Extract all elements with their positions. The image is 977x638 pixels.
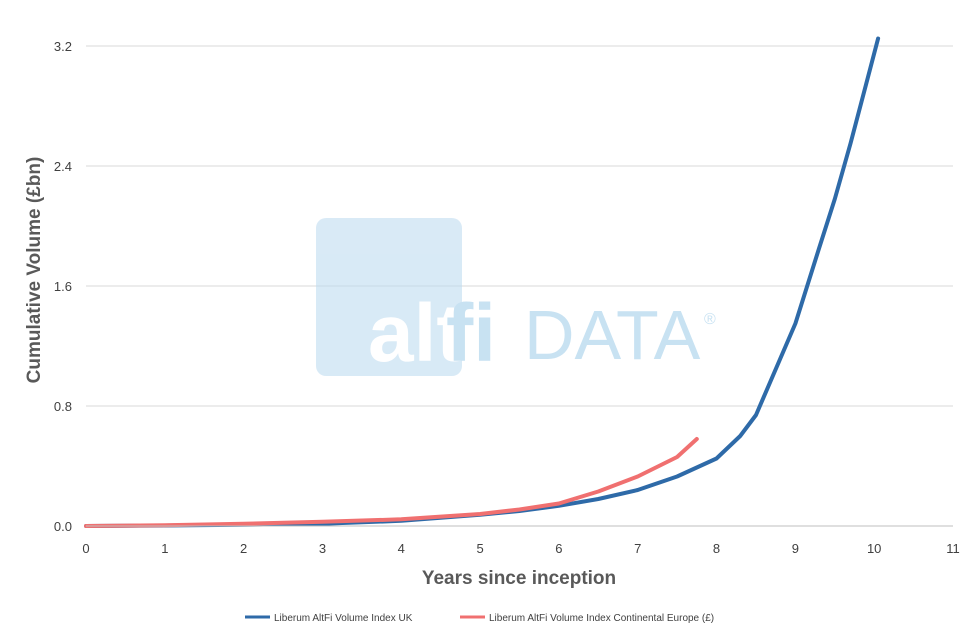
y-tick-label: 0.0 — [54, 519, 72, 534]
x-tick-label: 8 — [713, 541, 720, 556]
x-tick-label: 11 — [946, 541, 960, 556]
y-tick-label: 1.6 — [54, 279, 72, 294]
y-tick-label: 2.4 — [54, 159, 72, 174]
x-tick-label: 5 — [476, 541, 483, 556]
series-lines — [84, 36, 881, 528]
x-tick-label: 4 — [398, 541, 405, 556]
x-axis-title: Years since inception — [422, 568, 616, 589]
legend-label-europe: Liberum AltFi Volume Index Continental E… — [489, 613, 714, 624]
watermark-brand-2: fi — [446, 288, 496, 379]
series-line-0 — [84, 36, 881, 528]
x-tick-label: 7 — [634, 541, 641, 556]
x-tick-labels: 0 1 2 3 4 5 6 7 8 9 10 11 — [82, 541, 959, 556]
y-tick-label: 3.2 — [54, 39, 72, 54]
x-tick-label: 3 — [319, 541, 326, 556]
y-axis-title: Cumulative Volume (£bn) — [24, 157, 45, 384]
x-tick-label: 2 — [240, 541, 247, 556]
legend-label-uk: Liberum AltFi Volume Index UK — [274, 613, 413, 624]
y-tick-label: 0.8 — [54, 399, 72, 414]
x-tick-label: 0 — [82, 541, 89, 556]
legend: Liberum AltFi Volume Index UK Liberum Al… — [245, 613, 714, 624]
y-tick-labels: 0.0 0.8 1.6 2.4 3.2 — [54, 39, 72, 534]
x-tick-label: 1 — [161, 541, 168, 556]
watermark-registered: ® — [704, 311, 716, 328]
series-line-1 — [84, 437, 699, 528]
x-tick-label: 9 — [792, 541, 799, 556]
altfi-data-watermark: alt fi DATA ® — [316, 218, 716, 379]
x-tick-label: 10 — [867, 541, 881, 556]
x-tick-label: 6 — [555, 541, 562, 556]
grid-lines — [86, 45, 953, 407]
watermark-suffix: DATA — [524, 296, 701, 374]
watermark-brand: alt — [368, 288, 464, 379]
